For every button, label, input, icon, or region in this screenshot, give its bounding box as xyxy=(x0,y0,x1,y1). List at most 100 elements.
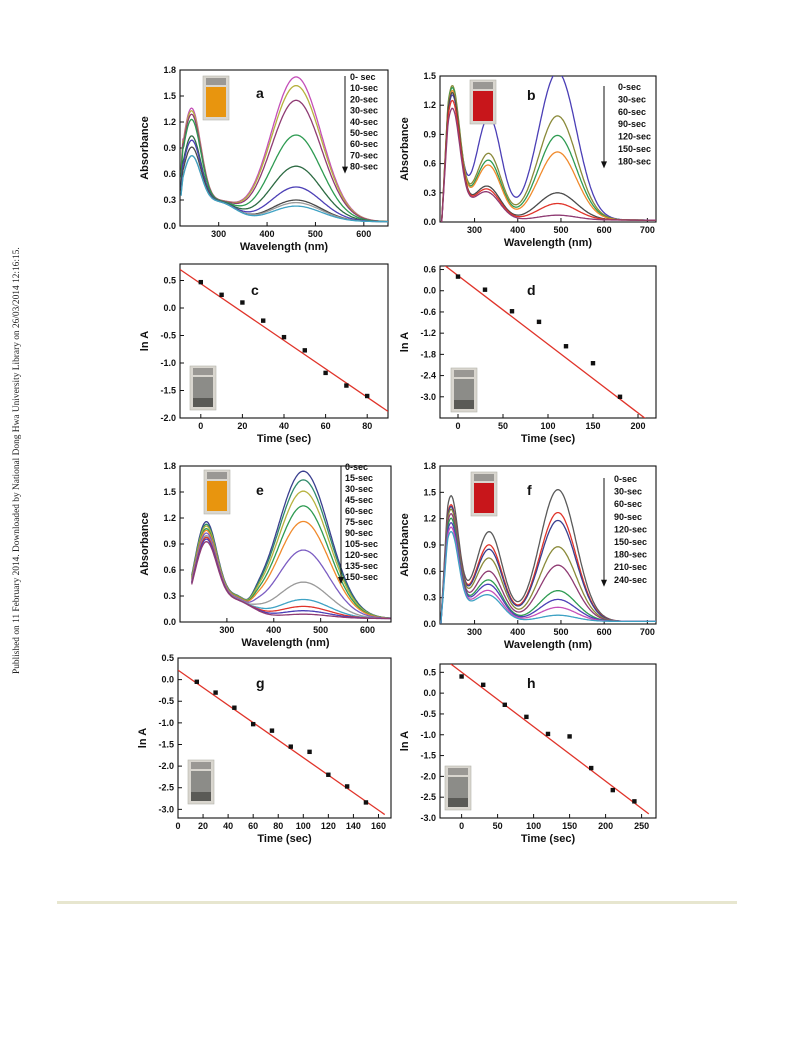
e-legend-entry: 0-sec xyxy=(345,462,368,472)
g-y-axis-label: ln A xyxy=(137,728,149,748)
e-y-tick-label: 0.9 xyxy=(163,539,176,549)
b-y-tick-label: 0.6 xyxy=(423,159,436,169)
b-legend-entry: 120-sec xyxy=(618,132,651,142)
a-inset-vial-photo xyxy=(202,75,230,121)
f-y-tick-label: 0.0 xyxy=(423,619,436,629)
c-data-point xyxy=(281,334,287,340)
g-x-tick-label: 0 xyxy=(175,821,180,831)
e-x-tick-label: 500 xyxy=(313,625,328,635)
h-y-tick-label: 0.0 xyxy=(423,688,436,698)
a-legend-entry: 10-sec xyxy=(350,83,378,93)
g-x-tick-label: 160 xyxy=(371,821,386,831)
h-y-tick-label: -0.5 xyxy=(420,709,436,719)
d-data-point xyxy=(482,287,488,292)
b-y-tick-label: 1.5 xyxy=(423,71,436,81)
a-legend-entry: 30-sec xyxy=(350,106,378,116)
a-x-tick-label: 500 xyxy=(308,229,323,239)
g-y-tick-label: 0.0 xyxy=(161,675,174,685)
d-y-tick-label: 0.6 xyxy=(423,265,436,275)
f-legend-entry: 120-sec xyxy=(614,524,647,534)
b-legend-entry: 30-sec xyxy=(618,94,646,104)
e-legend-arrow xyxy=(338,577,344,584)
b-legend-entry: 0-sec xyxy=(618,82,641,92)
b-y-tick-label: 0.3 xyxy=(423,188,436,198)
a-legend-entry: 60-sec xyxy=(350,139,378,149)
d-x-tick-label: 100 xyxy=(540,421,555,431)
d-y-tick-label: -3.0 xyxy=(420,392,436,402)
d-y-tick-label: -1.8 xyxy=(420,349,436,359)
b-y-tick-label: 0.0 xyxy=(423,217,436,227)
f-inset-vial-photo xyxy=(470,471,498,517)
panel-b: 300 400 500 600 700 0.0 0.3 0.6 0.9 1.2 1.5 Wavelen… xyxy=(399,71,657,249)
c-data-point xyxy=(344,383,349,388)
b-panel-label: b xyxy=(527,87,536,103)
g-data-point xyxy=(269,728,275,733)
e-legend-entry: 60-sec xyxy=(345,506,373,516)
h-data-point xyxy=(589,765,594,771)
g-x-tick-label: 60 xyxy=(248,821,258,831)
g-x-tick-label: 120 xyxy=(321,821,336,831)
c-y-tick-label: -1.5 xyxy=(160,386,176,396)
g-x-tick-label: 20 xyxy=(198,821,208,831)
panel-a: 300 400 500 600 0.0 0.3 0.6 0.9 1.2 1.5 1.8 Wavelen… xyxy=(139,65,389,253)
h-panel-label: h xyxy=(527,675,536,691)
e-panel-label: e xyxy=(256,482,264,498)
g-data-point xyxy=(363,800,369,805)
g-x-tick-label: 100 xyxy=(296,821,311,831)
c-y-tick-label: 0.5 xyxy=(163,276,176,286)
g-y-tick-label: -2.0 xyxy=(158,761,174,771)
g-panel-label: g xyxy=(256,675,265,691)
g-data-point xyxy=(307,749,312,755)
h-data-point xyxy=(502,702,507,707)
a-x-axis-label: Wavelength (nm) xyxy=(240,241,329,253)
f-x-tick-label: 300 xyxy=(467,627,482,637)
h-x-tick-label: 100 xyxy=(526,821,541,831)
e-y-tick-label: 1.2 xyxy=(163,513,176,523)
sidebar-watermark: Published on 11 February 2014. Downloade… xyxy=(12,247,22,674)
c-x-tick-label: 0 xyxy=(198,421,203,431)
e-legend-entry: 30-sec xyxy=(345,484,373,494)
b-x-tick-label: 300 xyxy=(467,225,482,235)
d-x-tick-label: 0 xyxy=(455,421,460,431)
d-data-point xyxy=(455,274,461,279)
f-legend-entry: 0-sec xyxy=(614,474,637,484)
h-data-point xyxy=(610,787,615,793)
d-x-axis-label: Time (sec) xyxy=(521,433,576,445)
g-data-point xyxy=(250,721,256,727)
h-x-axis-label: Time (sec) xyxy=(521,833,576,845)
h-data-point xyxy=(545,731,551,737)
b-legend-entry: 150-sec xyxy=(618,144,651,154)
h-y-tick-label: 0.5 xyxy=(423,667,436,677)
e-y-tick-label: 0.0 xyxy=(163,617,176,627)
h-plot-frame xyxy=(439,663,657,819)
c-data-point xyxy=(240,300,245,305)
d-data-point xyxy=(509,309,515,314)
b-legend-entry: 90-sec xyxy=(618,119,646,129)
f-y-tick-label: 0.9 xyxy=(423,540,436,550)
a-series-line xyxy=(180,118,388,223)
f-y-tick-label: 1.2 xyxy=(423,514,436,524)
h-x-tick-label: 150 xyxy=(562,821,577,831)
c-y-tick-label: -1.0 xyxy=(160,358,176,368)
b-plot-frame xyxy=(439,75,657,223)
e-legend-entry: 105-sec xyxy=(345,539,378,549)
e-y-tick-label: 0.3 xyxy=(163,591,176,601)
e-y-tick-label: 1.5 xyxy=(163,487,176,497)
g-data-point xyxy=(326,772,331,777)
e-y-axis-label: Absorbance xyxy=(139,512,151,576)
h-inset-vial-photo xyxy=(444,765,472,811)
f-y-tick-label: 0.3 xyxy=(423,593,436,603)
g-data-point xyxy=(194,679,199,684)
h-x-tick-label: 250 xyxy=(634,821,649,831)
e-x-tick-label: 600 xyxy=(360,625,375,635)
footer-rule xyxy=(57,901,737,904)
h-x-tick-label: 200 xyxy=(598,821,613,831)
f-y-tick-label: 1.5 xyxy=(423,487,436,497)
f-panel-label: f xyxy=(527,482,532,498)
a-legend-entry: 50-sec xyxy=(350,128,378,138)
f-y-tick-label: 1.8 xyxy=(423,461,436,471)
f-x-tick-label: 400 xyxy=(510,627,525,637)
g-data-point xyxy=(344,784,350,789)
